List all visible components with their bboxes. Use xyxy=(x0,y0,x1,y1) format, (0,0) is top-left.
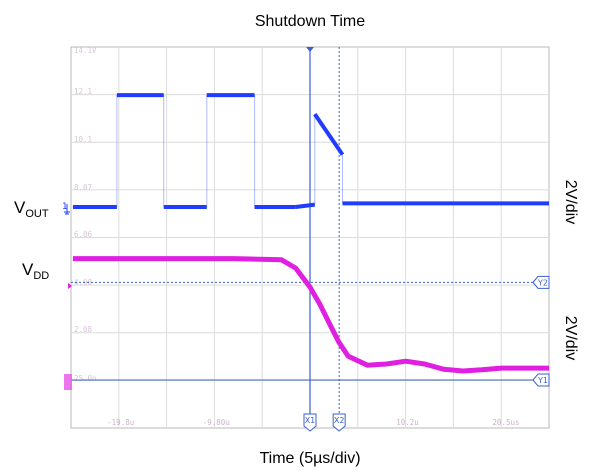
x-tick-label: 10.2u xyxy=(396,418,419,427)
cursor-label-y2: Y2 xyxy=(537,278,548,287)
scope-readout: 14.1V xyxy=(74,46,97,55)
svg-text:1: 1 xyxy=(62,202,68,212)
vout-label: VOUT xyxy=(14,198,49,220)
vdd-label: VDD xyxy=(22,260,49,282)
x-tick-label: -19.8u xyxy=(107,418,134,427)
trace-vout-segment xyxy=(295,202,316,209)
x-axis-label: Time (5µs/div) xyxy=(259,450,360,467)
cursor-label-x1: X1 xyxy=(305,416,316,425)
channel-1-marker: 1 xyxy=(62,202,70,215)
trigger-position-marker xyxy=(306,47,314,52)
cursor-tag-y2 xyxy=(532,275,550,289)
scope-readout: 2.08 xyxy=(74,325,93,334)
cursor-tag-y1 xyxy=(532,373,550,387)
channel-2-marker xyxy=(68,283,72,289)
traces xyxy=(72,93,549,374)
scope-readout: 25.0n xyxy=(74,374,97,383)
trace-vdd xyxy=(72,256,549,374)
x-tick-label: -9.80u xyxy=(203,418,230,427)
vdd-scale-label: 2V/div xyxy=(562,316,579,360)
trace-vout-segment xyxy=(313,113,345,156)
x-tick-label: 20.5us xyxy=(492,418,519,427)
cursor-label-x2: X2 xyxy=(334,416,345,425)
scope-readout: 8.07 xyxy=(74,183,92,192)
trigger-marker xyxy=(64,374,72,390)
chart-title: Shutdown Time xyxy=(255,13,365,30)
scope-readout: 12.1 xyxy=(74,87,92,96)
x-tick-labels: -19.8u -9.80u 10.2u 20.5us xyxy=(107,418,519,427)
vout-scale-label: 2V/div xyxy=(562,180,579,224)
scope-readout: 10.1 xyxy=(74,135,92,144)
cursors: X1 X2 Y2 Y1 xyxy=(71,47,550,432)
cursor-label-y1: Y1 xyxy=(537,376,548,385)
cursor-tag-x1 xyxy=(303,413,317,432)
scope-readout: 6.06 xyxy=(74,230,93,239)
cursor-tag-x2 xyxy=(332,413,346,432)
